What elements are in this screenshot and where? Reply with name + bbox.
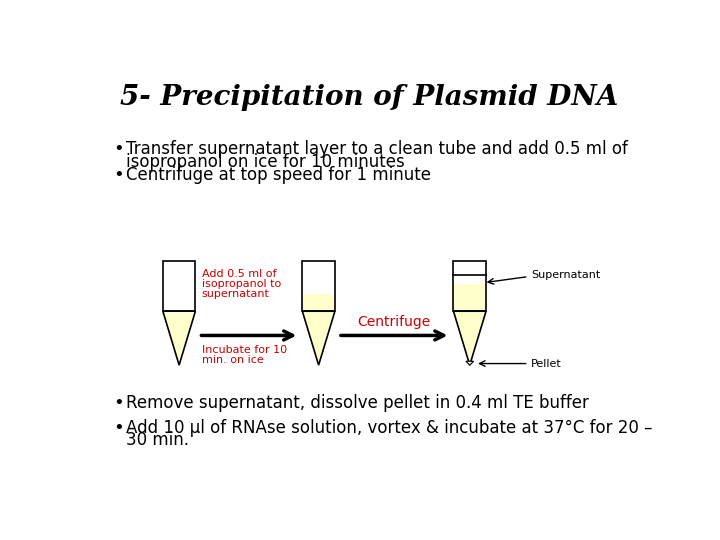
- Text: Incubate for 10: Incubate for 10: [202, 345, 287, 355]
- Text: isopropanol to: isopropanol to: [202, 279, 281, 289]
- Text: Transfer supernatant layer to a clean tube and add 0.5 ml of: Transfer supernatant layer to a clean tu…: [126, 140, 628, 158]
- Text: Remove supernatant, dissolve pellet in 0.4 ml TE buffer: Remove supernatant, dissolve pellet in 0…: [126, 394, 588, 413]
- Bar: [163, 261, 195, 311]
- Text: •: •: [113, 166, 124, 185]
- Bar: [302, 261, 335, 311]
- Polygon shape: [163, 313, 195, 365]
- Polygon shape: [466, 361, 474, 365]
- Text: •: •: [113, 140, 124, 158]
- Polygon shape: [302, 311, 335, 365]
- Polygon shape: [454, 311, 486, 365]
- Text: 30 min.: 30 min.: [126, 431, 189, 449]
- Text: Add 10 μl of RNAse solution, vortex & incubate at 37°C for 20 –: Add 10 μl of RNAse solution, vortex & in…: [126, 419, 652, 437]
- Text: isopropanol on ice for 10 minutes: isopropanol on ice for 10 minutes: [126, 153, 405, 171]
- Bar: [454, 284, 486, 311]
- Text: Add 0.5 ml of: Add 0.5 ml of: [202, 269, 276, 279]
- Text: Pellet: Pellet: [531, 359, 562, 369]
- Text: Centrifuge at top speed for 1 minute: Centrifuge at top speed for 1 minute: [126, 166, 431, 185]
- Text: Supernatant: Supernatant: [531, 270, 600, 280]
- Text: Centrifuge: Centrifuge: [358, 315, 431, 329]
- Bar: [454, 261, 486, 311]
- Bar: [454, 261, 486, 275]
- Text: •: •: [113, 394, 124, 413]
- Text: 5- Precipitation of Plasmid DNA: 5- Precipitation of Plasmid DNA: [120, 84, 618, 111]
- Bar: [302, 294, 335, 311]
- Text: supernatant: supernatant: [202, 289, 269, 299]
- Text: min. on ice: min. on ice: [202, 355, 264, 365]
- Text: •: •: [113, 419, 124, 437]
